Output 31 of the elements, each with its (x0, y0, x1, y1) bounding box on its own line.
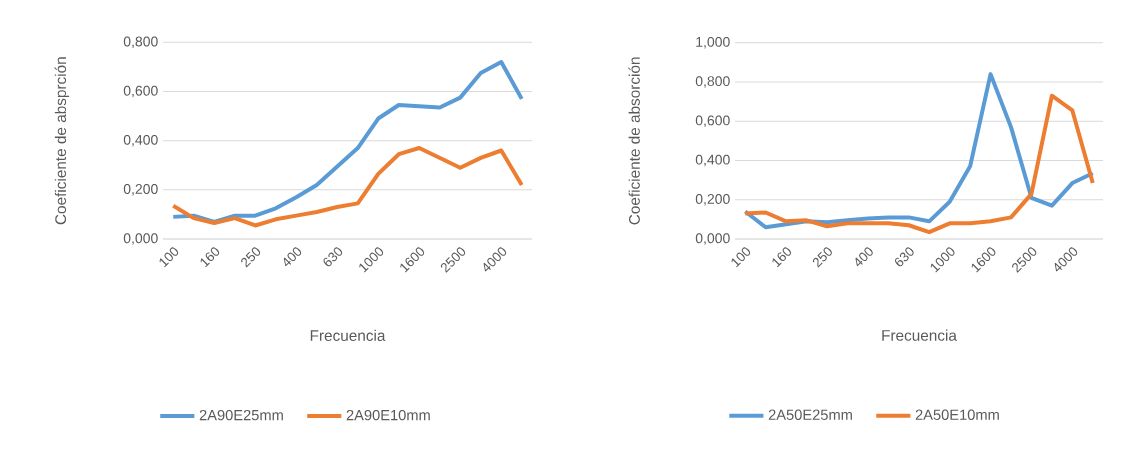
legend-label: 2A50E25mm (768, 409, 852, 420)
x-axis-title: Frecuencia (882, 329, 957, 341)
x-axis-title: Frecuencia (310, 329, 386, 341)
y-tick-label: 0,600 (695, 115, 730, 128)
y-tick-label: 1,000 (696, 36, 730, 49)
y-axis-title: Coeficiente de absprción (54, 57, 70, 225)
y-tick-label: 0,800 (695, 76, 730, 88)
line-series (743, 72, 1095, 230)
legend-label: 2A50E10mm (915, 409, 999, 420)
y-tick-label: 0,200 (123, 184, 158, 196)
y-tick-label: 0,600 (123, 85, 158, 98)
y-tick-label: 0,800 (123, 36, 158, 49)
x-tick-label: 250 (241, 247, 261, 268)
x-tick-label: 100 (731, 247, 751, 268)
x-tick-label: 250 (812, 247, 832, 268)
x-tick-label: 160 (200, 247, 220, 268)
y-axis-title: Coeficiente de absorción (628, 57, 640, 225)
x-tick-label: 630 (323, 247, 343, 267)
x-tick-label: 100 (159, 247, 179, 268)
y-tick-label: 0,000 (695, 233, 730, 245)
y-tick-label: 0,200 (695, 193, 730, 206)
x-tick-label: 400 (283, 247, 302, 267)
x-tick-label: 630 (894, 247, 914, 267)
x-tick-label: 400 (855, 247, 873, 267)
x-tick-label: 160 (772, 247, 792, 268)
line-series (171, 59, 524, 224)
legend-label: 2A90E25mm (199, 409, 283, 421)
y-tick-label: 0,000 (123, 233, 158, 245)
y-tick-label: 0,400 (695, 154, 730, 167)
legend-label: 2A90E10mm (346, 409, 430, 421)
y-tick-label: 0,400 (123, 134, 158, 147)
